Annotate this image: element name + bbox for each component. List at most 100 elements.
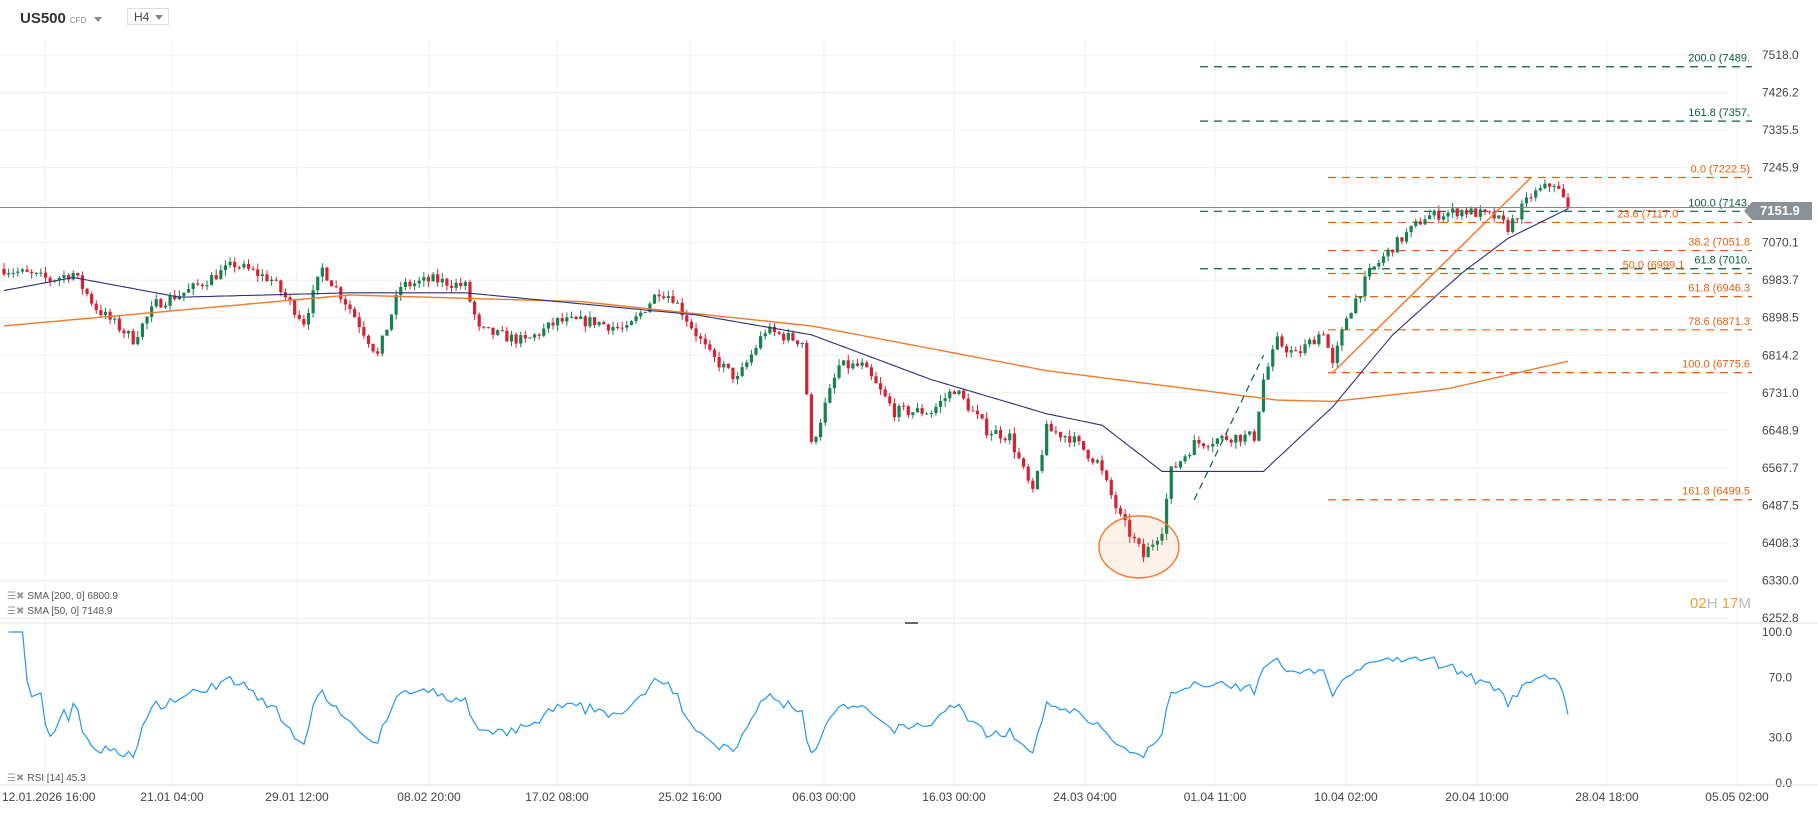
candle-body (842, 360, 846, 366)
candle-body (943, 398, 947, 401)
candle-body (629, 321, 634, 326)
candle-body (1141, 543, 1146, 558)
candle-body (343, 299, 348, 305)
candle-body (814, 437, 818, 442)
candle-body (1437, 210, 1441, 220)
timeframe-value: H4 (134, 10, 150, 24)
candle-body (260, 274, 264, 277)
candle-body (994, 430, 998, 434)
time-tick-label: 24.03 04:00 (1053, 790, 1117, 804)
candle-body (1460, 210, 1464, 217)
price-tick-label: 7426.2 (1762, 86, 1799, 100)
candle-body (94, 303, 98, 311)
candle-body (168, 295, 172, 306)
candle-body (740, 367, 744, 377)
candle-body (16, 271, 20, 273)
candle-body (491, 327, 495, 335)
symbol-selector[interactable]: US500 CFD (20, 10, 103, 27)
candle-body (509, 334, 514, 342)
candle-body (1340, 329, 1344, 346)
candle-body (966, 398, 970, 411)
candle-body (1118, 508, 1123, 515)
candle-body (1183, 456, 1187, 462)
candle-body (1414, 221, 1418, 226)
candle-body (274, 279, 278, 281)
candle-body (20, 269, 25, 272)
trendline-orange (1332, 176, 1532, 374)
timeframe-dropdown[interactable]: H4 (127, 8, 169, 25)
candle-body (408, 281, 412, 287)
price-tick-label: 6814.2 (1762, 348, 1799, 362)
candle-body (929, 413, 933, 415)
candle-countdown: 02H 17M (1690, 595, 1751, 612)
rsi-tick-label: 100.0 (1762, 625, 1792, 639)
settings-icon[interactable]: ☰✖ (7, 606, 25, 617)
candle-body (537, 334, 541, 336)
legend-rsi[interactable]: ☰✖ RSI [14] 45.3 (7, 773, 86, 784)
candle-body (1252, 431, 1256, 441)
candle-body (791, 332, 795, 341)
candle-body (878, 383, 883, 390)
candle-body (1317, 334, 1321, 345)
candle-body (269, 279, 274, 282)
candle-body (708, 344, 712, 350)
candle-body (1335, 345, 1339, 363)
legend-sma200[interactable]: ☰✖ SMA [200, 0] 6800.9 (7, 591, 118, 602)
candle-body (934, 406, 938, 414)
candle-body (915, 408, 920, 413)
candle-body (329, 280, 334, 287)
candle-body (1045, 423, 1049, 456)
candle-body (1086, 449, 1090, 459)
candle-body (1211, 443, 1215, 447)
chart-header: US500 CFD H4 (0, 0, 1818, 34)
candle-body (196, 283, 200, 285)
candle-body (1543, 183, 1547, 189)
candle-body (1174, 466, 1178, 468)
candle-body (1031, 480, 1035, 489)
settings-icon[interactable]: ☰✖ (7, 591, 25, 602)
candle-body (1160, 533, 1164, 541)
fib-orange-label: 0.0 (7222.5) (1691, 164, 1750, 176)
candle-body (648, 303, 652, 312)
settings-icon[interactable]: ☰✖ (7, 773, 25, 784)
candle-body (1423, 219, 1427, 225)
candle-body (463, 281, 467, 286)
candle-body (1040, 455, 1044, 472)
time-tick-label: 29.01 12:00 (265, 790, 329, 804)
candle-body (25, 269, 29, 272)
candle-body (1497, 215, 1501, 219)
candle-body (1427, 215, 1432, 220)
candle-body (482, 326, 486, 328)
candle-body (1049, 423, 1053, 432)
candle-body (214, 275, 218, 280)
candle-body (200, 284, 204, 286)
candle-body (985, 418, 989, 436)
candle-body (528, 337, 532, 339)
candle-body (694, 328, 698, 337)
sma200-line (3, 294, 1569, 403)
candle-body (279, 280, 283, 293)
candle-body (293, 300, 297, 315)
candle-body (1188, 455, 1192, 457)
price-tick-label: 6648.9 (1762, 423, 1799, 437)
candle-body (1289, 350, 1293, 353)
candle-body (445, 278, 449, 286)
candle-body (865, 362, 869, 368)
candle-body (1331, 347, 1335, 363)
candle-body (680, 302, 684, 316)
candle-body (888, 396, 892, 404)
fib-orange-label: 100.0 (6775.6 (1682, 359, 1750, 371)
legend-sma50[interactable]: ☰✖ SMA [50, 0] 7148.9 (7, 606, 112, 617)
candle-body (1197, 439, 1201, 444)
candle-body (1261, 379, 1266, 412)
candle-body (620, 327, 624, 329)
candle-body (1566, 197, 1570, 208)
candle-body (389, 314, 394, 330)
candle-body (1155, 540, 1159, 545)
candle-body (48, 277, 52, 282)
candle-body (417, 280, 421, 284)
candle-body (1358, 296, 1362, 299)
candle-body (1377, 262, 1381, 267)
price-tick-label: 6983.7 (1762, 273, 1799, 287)
